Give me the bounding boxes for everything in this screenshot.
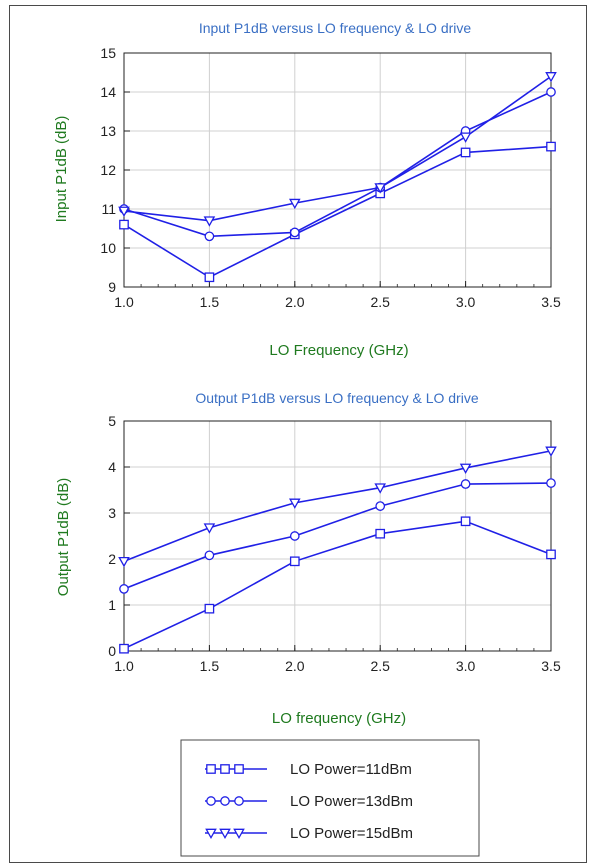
data-point-square bbox=[546, 549, 556, 560]
plot-frame bbox=[123, 420, 552, 652]
y-tick-label: 1 bbox=[108, 597, 116, 613]
series-line-square bbox=[123, 520, 552, 650]
legend-marker-circle bbox=[220, 796, 230, 806]
legend-label: LO Power=13dBm bbox=[290, 793, 413, 810]
y-tick-label: 13 bbox=[100, 123, 116, 139]
data-point-triangle-down bbox=[118, 556, 130, 568]
series-line-circle bbox=[123, 482, 552, 590]
data-point-triangle-down bbox=[545, 72, 557, 83]
legend-marker-triangle-down bbox=[233, 828, 245, 840]
data-point-circle bbox=[546, 87, 556, 97]
chart1-title: Input P1dB versus LO frequency & LO driv… bbox=[199, 20, 472, 36]
chart2-title: Output P1dB versus LO frequency & LO dri… bbox=[195, 390, 478, 406]
chart1-ylabel: Input P1dB (dB) bbox=[53, 116, 70, 223]
x-tick-label: 3.0 bbox=[456, 294, 476, 310]
series-line-triangle-down bbox=[123, 75, 552, 222]
chart2-plot-area: 1.0 1.5 2.0 2.5 3.0 3.5 0 1 2 3 4 5 bbox=[108, 413, 561, 674]
data-point-circle bbox=[375, 501, 386, 511]
x-tick-label: 1.5 bbox=[200, 294, 220, 310]
figure-frame bbox=[9, 5, 587, 863]
x-tick-label: 3.0 bbox=[456, 658, 476, 674]
legend: LO Power=11dBm LO Power=13dBm LO Power=15d… bbox=[180, 739, 480, 857]
legend-marker-square bbox=[220, 764, 230, 774]
x-tick-label: 2.0 bbox=[285, 294, 305, 310]
x-tick-label: 1.0 bbox=[114, 658, 134, 674]
chart-input-p1db: Input P1dB versus LO frequency & LO driv… bbox=[53, 20, 561, 359]
chart2-xlabel: LO frequency (GHz) bbox=[272, 710, 406, 727]
y-tick-label: 9 bbox=[108, 279, 116, 295]
legend-label: LO Power=11dBm bbox=[290, 761, 412, 778]
legend-marker-circle bbox=[234, 796, 244, 806]
data-point-triangle-down bbox=[459, 463, 472, 474]
chart1-xlabel: LO Frequency (GHz) bbox=[269, 342, 408, 359]
legend-label: LO Power=15dBm bbox=[290, 825, 413, 842]
x-tick-label: 3.5 bbox=[541, 658, 561, 674]
y-tick-label: 0 bbox=[108, 643, 116, 659]
data-point-circle bbox=[460, 479, 471, 489]
x-tick-label: 1.5 bbox=[200, 658, 220, 674]
data-point-square bbox=[289, 556, 300, 567]
data-point-triangle-down bbox=[374, 483, 387, 494]
data-point-triangle-down bbox=[118, 206, 130, 217]
data-point-square bbox=[460, 147, 471, 158]
y-tick-label: 2 bbox=[108, 551, 116, 567]
data-point-triangle-down bbox=[288, 198, 301, 210]
data-point-circle bbox=[204, 550, 215, 561]
data-point-triangle-down bbox=[545, 446, 557, 457]
plot-frame bbox=[123, 52, 552, 288]
x-tick-label: 2.0 bbox=[285, 658, 305, 674]
chart2-ylabel: Output P1dB (dB) bbox=[55, 478, 72, 596]
data-point-square bbox=[204, 603, 215, 614]
data-point-triangle-down bbox=[203, 216, 216, 227]
x-tick-label: 2.5 bbox=[370, 294, 390, 310]
y-tick-label: 14 bbox=[100, 84, 116, 100]
data-point-triangle-down bbox=[203, 523, 216, 534]
x-tick-label: 2.5 bbox=[370, 658, 390, 674]
data-point-circle bbox=[204, 231, 215, 242]
legend-marker-triangle-down bbox=[219, 828, 231, 840]
data-point-square bbox=[119, 643, 129, 654]
x-tick-label: 1.0 bbox=[114, 294, 134, 310]
y-tick-label: 15 bbox=[100, 45, 116, 61]
data-point-circle bbox=[546, 478, 556, 488]
legend-marker-circle bbox=[206, 796, 216, 806]
data-point-square bbox=[546, 141, 556, 152]
series-line-square bbox=[123, 145, 552, 279]
data-point-triangle-down bbox=[288, 498, 301, 509]
data-point-triangle-down bbox=[459, 132, 472, 143]
y-tick-label: 4 bbox=[108, 459, 116, 475]
legend-box bbox=[180, 739, 480, 857]
chart-output-p1db: Output P1dB versus LO frequency & LO dri… bbox=[55, 390, 561, 727]
data-point-circle bbox=[119, 584, 129, 594]
data-point-square bbox=[460, 516, 471, 527]
y-tick-label: 10 bbox=[100, 240, 116, 256]
data-point-square bbox=[204, 272, 215, 283]
y-tick-label: 3 bbox=[108, 505, 116, 521]
chart1-plot-area: 1.0 1.5 2.0 2.5 3.0 3.5 9 10 11 12 13 14 15 bbox=[100, 45, 561, 310]
data-point-square bbox=[375, 528, 386, 539]
y-tick-label: 12 bbox=[100, 162, 116, 178]
y-tick-label: 5 bbox=[108, 413, 116, 429]
legend-marker-triangle-down bbox=[205, 828, 217, 840]
legend-marker-square bbox=[234, 764, 244, 774]
series-line-triangle-down bbox=[123, 450, 552, 563]
data-point-square bbox=[119, 219, 129, 230]
data-point-circle bbox=[289, 531, 300, 541]
data-point-circle bbox=[289, 227, 300, 238]
y-tick-label: 11 bbox=[101, 201, 116, 217]
data-point-triangle-down bbox=[374, 183, 387, 194]
series-line-circle bbox=[123, 91, 552, 238]
legend-marker-square bbox=[206, 764, 216, 774]
x-tick-label: 3.5 bbox=[541, 294, 561, 310]
